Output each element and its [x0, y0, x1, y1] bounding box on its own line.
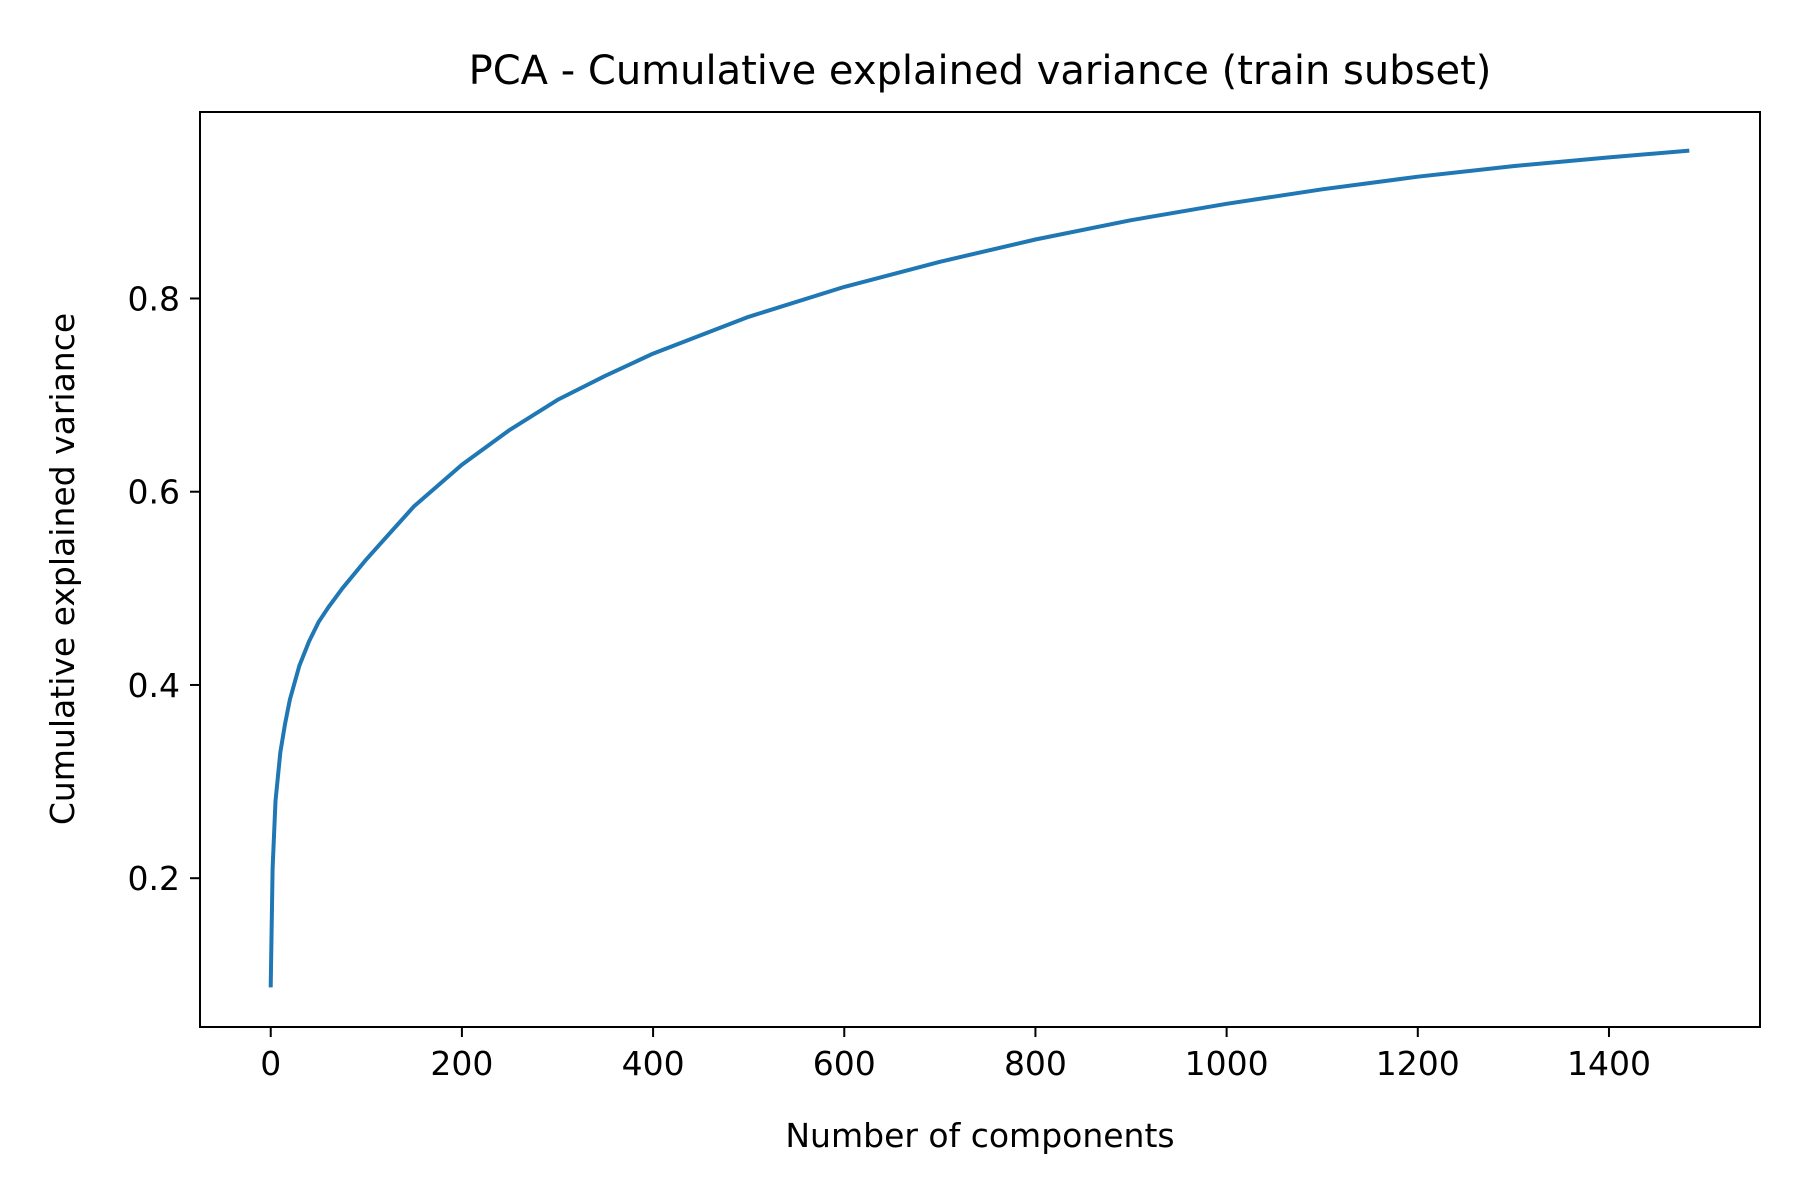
x-tick-label: 0: [260, 1044, 281, 1083]
series-line: [268, 148, 1690, 988]
x-tick-label: 200: [430, 1044, 493, 1083]
y-axis-title: Cumulative explained variance: [43, 313, 82, 825]
x-tick-label: 800: [1004, 1044, 1067, 1083]
x-tick-label: 1400: [1567, 1044, 1651, 1083]
x-axis-ticks: 0 200 400 600 800 1000 1200 1400: [260, 1027, 1651, 1083]
axes-frame: [199, 111, 1761, 1028]
x-tick-label: 1000: [1185, 1044, 1269, 1083]
plot-background: [200, 112, 1760, 1027]
x-tick-label: 400: [622, 1044, 685, 1083]
x-tick-label: 600: [813, 1044, 876, 1083]
series-layer: [268, 148, 1690, 988]
chart-title: PCA - Cumulative explained variance (tra…: [469, 48, 1492, 94]
y-tick-label: 0.2: [128, 859, 180, 898]
y-tick-label: 0.8: [128, 279, 180, 318]
y-tick-label: 0.4: [128, 666, 180, 705]
plot-area: [199, 111, 1761, 1028]
y-axis-ticks: 0.2 0.4 0.6 0.8: [128, 279, 200, 898]
x-tick-label: 1200: [1376, 1044, 1460, 1083]
y-tick-label: 0.6: [128, 473, 180, 512]
x-axis-title: Number of components: [785, 1116, 1174, 1155]
